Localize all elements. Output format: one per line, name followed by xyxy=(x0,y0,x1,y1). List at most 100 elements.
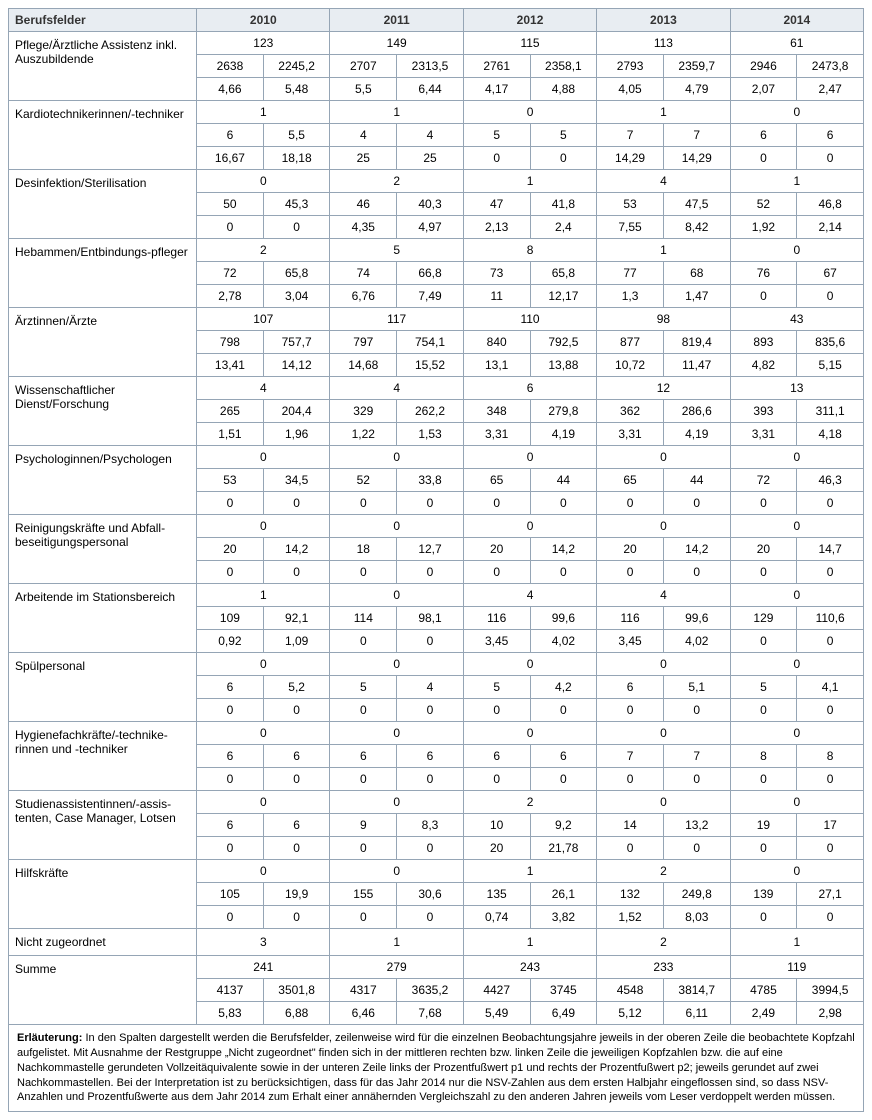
cell-value: 5,5 xyxy=(263,124,330,147)
cell-value: 3635,2 xyxy=(397,979,464,1002)
cell-value: 0 xyxy=(463,147,530,170)
cell-value: 0 xyxy=(397,906,464,929)
cell-value: 1,09 xyxy=(263,630,330,653)
cell-value: 17 xyxy=(797,814,864,837)
cell-value: 10 xyxy=(463,814,530,837)
cell-value: 14,2 xyxy=(663,538,730,561)
cell-value: 835,6 xyxy=(797,331,864,354)
cell-value: 265 xyxy=(197,400,264,423)
cell-value: 754,1 xyxy=(397,331,464,354)
cell-value: 0 xyxy=(263,216,330,239)
cell-value: 0 xyxy=(330,722,463,745)
cell-value: 8,42 xyxy=(663,216,730,239)
cell-value: 47 xyxy=(463,193,530,216)
cell-value: 0 xyxy=(330,515,463,538)
cell-value: 0 xyxy=(797,837,864,860)
cell-value: 0 xyxy=(330,699,397,722)
cell-value: 8 xyxy=(463,239,596,262)
cell-value: 33,8 xyxy=(397,469,464,492)
cell-value: 0 xyxy=(597,492,664,515)
cell-value: 2,13 xyxy=(463,216,530,239)
cell-value: 14,7 xyxy=(797,538,864,561)
cell-value: 5 xyxy=(463,676,530,699)
cell-value: 1,47 xyxy=(663,285,730,308)
cell-value: 25 xyxy=(397,147,464,170)
cell-value: 61 xyxy=(730,32,863,55)
cell-value: 0 xyxy=(263,699,330,722)
cell-value: 13,88 xyxy=(530,354,597,377)
cell-value: 4137 xyxy=(197,979,264,1002)
row-label: Summe xyxy=(9,956,197,1025)
cell-value: 840 xyxy=(463,331,530,354)
cell-value: 0 xyxy=(730,446,863,469)
cell-value: 105 xyxy=(197,883,264,906)
cell-value: 0 xyxy=(463,768,530,791)
cell-value: 52 xyxy=(330,469,397,492)
cell-value: 5,12 xyxy=(597,1002,664,1025)
cell-value: 8 xyxy=(797,745,864,768)
cell-value: 5,83 xyxy=(197,1002,264,1025)
cell-value: 0 xyxy=(730,653,863,676)
cell-value: 0 xyxy=(197,515,330,538)
cell-value: 73 xyxy=(463,262,530,285)
cell-value: 7,68 xyxy=(397,1002,464,1025)
cell-value: 0 xyxy=(263,561,330,584)
cell-value: 2761 xyxy=(463,55,530,78)
row-label: Pflege/Ärztliche Assistenz inkl. Auszubi… xyxy=(9,32,197,101)
cell-value: 5,49 xyxy=(463,1002,530,1025)
cell-value: 65 xyxy=(597,469,664,492)
cell-value: 44 xyxy=(663,469,730,492)
cell-value: 2 xyxy=(330,170,463,193)
cell-value: 76 xyxy=(730,262,797,285)
cell-value: 0 xyxy=(597,722,730,745)
cell-value: 5,1 xyxy=(663,676,730,699)
row-label: Wissenschaftlicher Dienst/Forschung xyxy=(9,377,197,446)
cell-value: 0,92 xyxy=(197,630,264,653)
cell-value: 53 xyxy=(197,469,264,492)
cell-value: 0 xyxy=(530,561,597,584)
cell-value: 66,8 xyxy=(397,262,464,285)
cell-value: 0 xyxy=(663,492,730,515)
cell-value: 4 xyxy=(597,584,730,607)
cell-value: 329 xyxy=(330,400,397,423)
cell-value: 6 xyxy=(730,124,797,147)
cell-value: 46,3 xyxy=(797,469,864,492)
cell-value: 14 xyxy=(597,814,664,837)
cell-value: 3814,7 xyxy=(663,979,730,1002)
cell-value: 2,47 xyxy=(797,78,864,101)
cell-value: 13,2 xyxy=(663,814,730,837)
cell-value: 4,17 xyxy=(463,78,530,101)
cell-value: 4 xyxy=(330,124,397,147)
cell-value: 30,6 xyxy=(397,883,464,906)
cell-value: 0 xyxy=(330,561,397,584)
cell-value: 0 xyxy=(730,561,797,584)
cell-value: 72 xyxy=(197,262,264,285)
cell-value: 1 xyxy=(463,170,596,193)
cell-value: 0 xyxy=(797,906,864,929)
cell-value: 129 xyxy=(730,607,797,630)
cell-value: 204,4 xyxy=(263,400,330,423)
cell-value: 65 xyxy=(463,469,530,492)
cell-value: 4,19 xyxy=(663,423,730,446)
cell-value: 0 xyxy=(463,561,530,584)
cell-value: 6 xyxy=(597,676,664,699)
cell-value: 2 xyxy=(463,791,596,814)
cell-value: 6 xyxy=(263,745,330,768)
cell-value: 0 xyxy=(730,515,863,538)
cell-value: 123 xyxy=(197,32,330,55)
cell-value: 4,02 xyxy=(663,630,730,653)
cell-value: 67 xyxy=(797,262,864,285)
cell-value: 4,05 xyxy=(597,78,664,101)
cell-value: 20 xyxy=(730,538,797,561)
cell-value: 20 xyxy=(597,538,664,561)
cell-value: 4,19 xyxy=(530,423,597,446)
cell-value: 65,8 xyxy=(263,262,330,285)
cell-value: 2638 xyxy=(197,55,264,78)
row-label: Desinfektion/Sterilisation xyxy=(9,170,197,239)
cell-value: 0 xyxy=(797,492,864,515)
cell-value: 893 xyxy=(730,331,797,354)
cell-value: 0 xyxy=(597,515,730,538)
cell-value: 0 xyxy=(730,584,863,607)
cell-value: 5 xyxy=(330,676,397,699)
cell-value: 12,17 xyxy=(530,285,597,308)
